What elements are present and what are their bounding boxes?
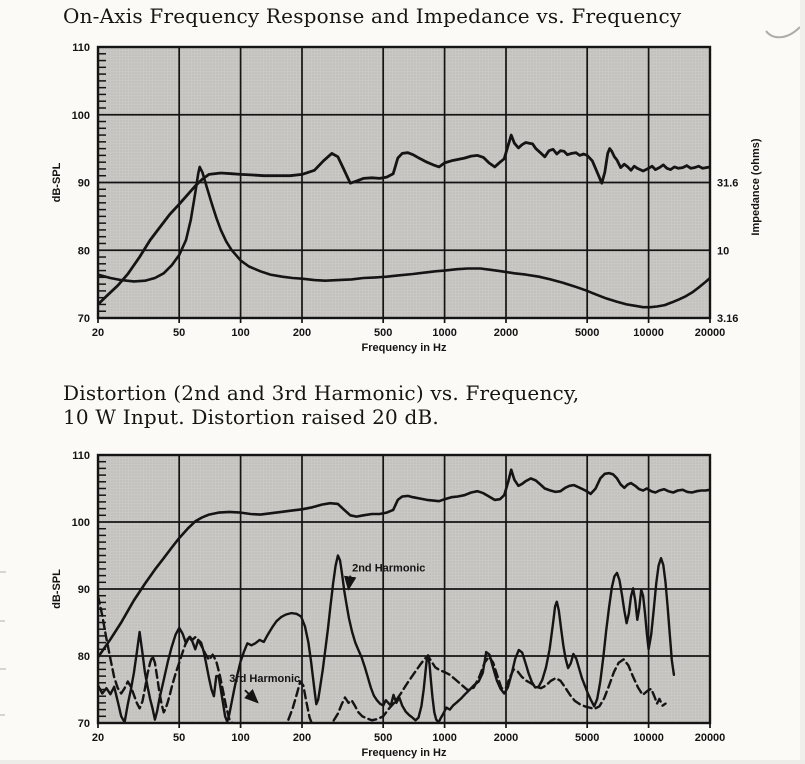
y-axis-label: dB-SPL (51, 162, 63, 202)
y-tick-label: 100 (72, 110, 90, 122)
x-tick-label: 200 (293, 327, 311, 339)
scan-smudge (0, 620, 5, 622)
curve-1-1 (98, 165, 710, 309)
chart2-title-line1: Distortion (2nd and 3rd Harmonic) vs. Fr… (63, 381, 580, 405)
x-tick-label: 100 (231, 732, 249, 744)
x-tick-label: 2000 (494, 327, 518, 339)
x-tick-label: 100 (231, 327, 249, 339)
chart2-title: Distortion (2nd and 3rd Harmonic) vs. Fr… (63, 381, 579, 429)
x-tick-label: 500 (374, 327, 392, 339)
annotation-label: 2nd Harmonic (352, 563, 425, 575)
x-tick-label: 20 (92, 732, 104, 744)
y-tick-label: 110 (72, 450, 90, 462)
y-tick-label: 80 (78, 245, 90, 257)
y-tick-label: 100 (72, 517, 90, 529)
scan-curl-artifact (765, 26, 801, 39)
x-tick-label: 50 (173, 327, 185, 339)
x-tick-label: 500 (374, 732, 392, 744)
y2-tick-label: 31.6 (717, 178, 738, 190)
chart1-title: On-Axis Frequency Response and Impedance… (63, 4, 682, 28)
x-tick-label: 5000 (575, 732, 599, 744)
x-tick-label: 20000 (695, 327, 726, 339)
x-tick-label: 50 (173, 732, 185, 744)
x-tick-label: 20 (92, 327, 104, 339)
annotation-label: 3rd Harmonic (229, 673, 300, 685)
chart2-title-line2: 10 W Input. Distortion raised 20 dB. (63, 405, 439, 429)
annotation-arrow (244, 688, 259, 704)
curve-2-2 (98, 594, 667, 723)
y-tick-label: 90 (78, 584, 90, 596)
chart-2: 20 50 100 200 500 1000 2000 5000 10000 20000 70 80 9… (51, 450, 725, 759)
x-axis-label: Frequency in Hz (362, 747, 447, 759)
scan-smudge (0, 668, 6, 670)
chart-1: 20 50 100 200 500 1000 2000 5000 10000 20000 70 80 9… (51, 42, 762, 354)
x-tick-label: 10000 (633, 327, 664, 339)
scan-smudge (0, 571, 6, 573)
y-tick-label: 80 (78, 651, 90, 663)
x-tick-label: 10000 (633, 732, 664, 744)
y2-axis-label: Impedance (ohms) (750, 138, 762, 236)
x-axis-label: Frequency in Hz (362, 342, 447, 354)
scan-smudge (0, 714, 5, 716)
y2-tick-label: 10 (717, 245, 729, 257)
x-tick-label: 2000 (494, 732, 518, 744)
page-edge-bottom (0, 760, 805, 764)
plot-border (96, 45, 712, 320)
y-tick-label: 70 (78, 718, 90, 730)
y-tick-label: 90 (78, 178, 90, 190)
annotation-arrow (343, 575, 357, 591)
y-tick-label: 70 (78, 313, 90, 325)
curve-2-0 (98, 468, 710, 659)
y2-tick-label: 3.16 (717, 313, 738, 325)
x-tick-label: 1000 (432, 327, 456, 339)
x-tick-label: 200 (293, 732, 311, 744)
curve-1-0 (98, 133, 710, 306)
plot-border (96, 453, 712, 725)
x-tick-label: 1000 (432, 732, 456, 744)
y-tick-label: 110 (72, 42, 90, 54)
page-edge-right (800, 0, 805, 764)
curve-2-1 (98, 554, 676, 723)
y-axis-label: dB-SPL (51, 569, 63, 609)
x-tick-label: 20000 (695, 732, 726, 744)
x-tick-label: 5000 (575, 327, 599, 339)
